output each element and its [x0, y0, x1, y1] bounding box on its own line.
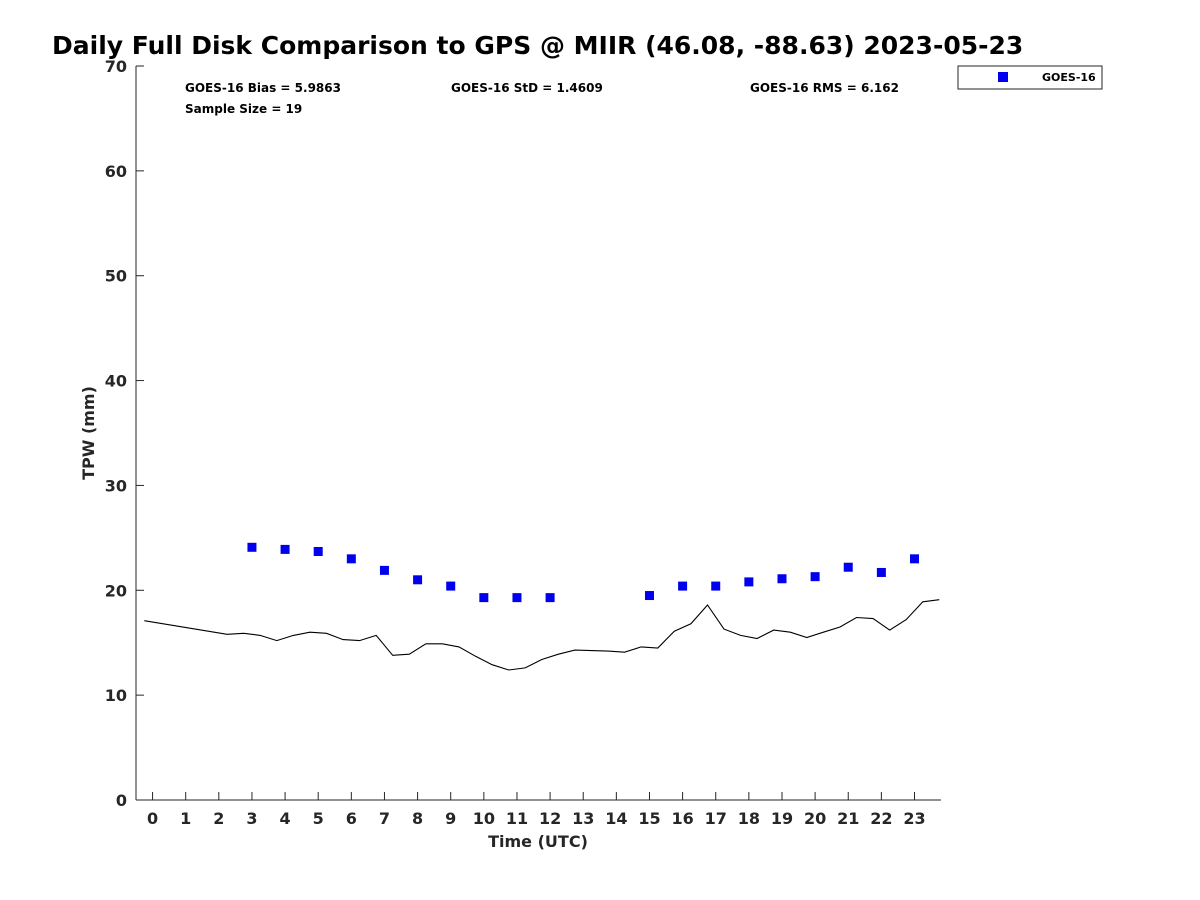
- y-tick-label: 50: [105, 267, 127, 286]
- goes16-point: [280, 544, 290, 554]
- goes16-point: [446, 581, 456, 591]
- y-tick-label: 70: [105, 57, 127, 76]
- x-tick-label: 23: [903, 809, 925, 828]
- x-tick-label: 2: [213, 809, 224, 828]
- goes16-point: [876, 567, 886, 577]
- goes16-point: [810, 572, 820, 582]
- x-tick-label: 12: [539, 809, 561, 828]
- x-tick-label: 5: [313, 809, 324, 828]
- y-tick-label: 30: [105, 476, 127, 495]
- goes16-point: [413, 575, 423, 585]
- y-tick-label: 10: [105, 686, 127, 705]
- goes16-point: [479, 593, 489, 603]
- x-tick-label: 17: [705, 809, 727, 828]
- x-tick-label: 10: [473, 809, 495, 828]
- x-tick-label: 9: [445, 809, 456, 828]
- goes16-point: [313, 546, 323, 556]
- goes16-point: [379, 565, 389, 575]
- x-tick-label: 15: [638, 809, 660, 828]
- goes16-points-layer: [247, 542, 919, 603]
- legend-box: [957, 65, 1103, 90]
- legend-label-goes16: GOES-16: [1042, 71, 1096, 84]
- y-tick-label: 40: [105, 372, 127, 391]
- goes16-point: [777, 574, 787, 584]
- y-axis-label: TPW (mm): [79, 386, 98, 480]
- goes16-point: [247, 542, 257, 552]
- y-tick-label: 0: [116, 791, 127, 810]
- x-tick-label: 4: [280, 809, 291, 828]
- stat-sample-size: Sample Size = 19: [185, 102, 302, 116]
- x-tick-label: 21: [837, 809, 859, 828]
- y-tick-label: 60: [105, 162, 127, 181]
- x-tick-label: 11: [506, 809, 528, 828]
- x-tick-label: 14: [605, 809, 627, 828]
- x-tick-label: 7: [379, 809, 390, 828]
- gps-line-layer: [144, 599, 940, 671]
- y-tick-label: 20: [105, 581, 127, 600]
- legend-marker-goes16: [998, 72, 1008, 82]
- x-tick-label: 20: [804, 809, 826, 828]
- x-tick-label: 8: [412, 809, 423, 828]
- legend: GOES-16: [957, 65, 1103, 90]
- stats-annotations: GOES-16 Bias = 5.9863 GOES-16 StD = 1.46…: [185, 81, 899, 116]
- x-tick-label: 19: [771, 809, 793, 828]
- goes16-point: [545, 593, 555, 603]
- x-tick-label: 13: [572, 809, 594, 828]
- goes16-point: [512, 593, 522, 603]
- goes16-point: [346, 554, 356, 564]
- stat-rms: GOES-16 RMS = 6.162: [750, 81, 899, 95]
- chart-title: Daily Full Disk Comparison to GPS @ MIIR…: [52, 31, 1023, 60]
- goes16-point: [711, 581, 721, 591]
- stat-bias: GOES-16 Bias = 5.9863: [185, 81, 341, 95]
- x-tick-label: 6: [346, 809, 357, 828]
- x-tick-label: 18: [738, 809, 760, 828]
- goes16-point: [843, 562, 853, 572]
- x-tick-label: 0: [147, 809, 158, 828]
- x-tick-label: 22: [870, 809, 892, 828]
- x-tick-label: 1: [180, 809, 191, 828]
- goes16-point: [678, 581, 688, 591]
- stat-std: GOES-16 StD = 1.4609: [451, 81, 603, 95]
- goes16-point: [644, 591, 654, 601]
- goes16-point: [909, 554, 919, 564]
- x-axis-label: Time (UTC): [488, 832, 588, 851]
- goes16-point: [744, 577, 754, 587]
- gps-tpw-line: [144, 599, 940, 671]
- x-tick-label: 16: [671, 809, 693, 828]
- x-tick-label: 3: [246, 809, 257, 828]
